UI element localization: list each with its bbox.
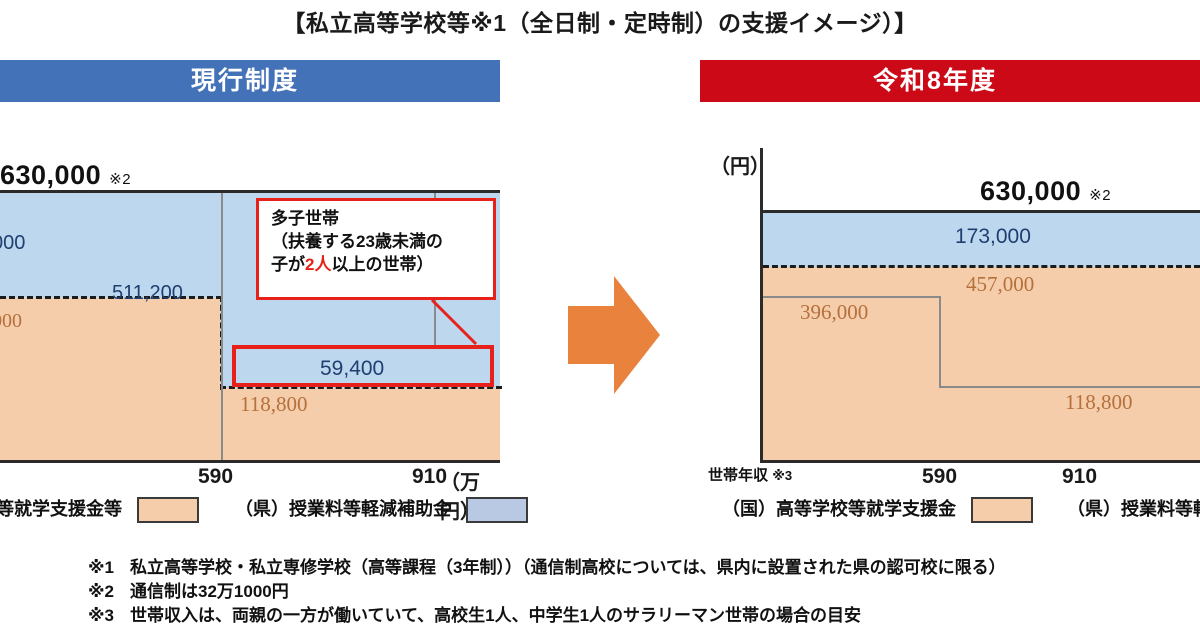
- legend-right-national-swatch: [971, 497, 1034, 524]
- left-blue-clipped-value: 000: [0, 232, 26, 254]
- legend-left: 等就学支援金等 （県）授業料等軽減補助金: [0, 495, 538, 524]
- legend-right-pref-label: （県）授業料等軽減: [1067, 499, 1200, 519]
- right-tick-590: 590: [922, 465, 958, 488]
- callout-line-3b: 以上の世帯）: [331, 254, 434, 274]
- right-step-top: [763, 296, 941, 298]
- right-y-unit: （円）: [710, 156, 770, 178]
- right-y-axis: [760, 148, 763, 460]
- right-x-axis-label: 世帯年収 ※3: [708, 467, 793, 484]
- right-step-vertical: [939, 296, 941, 388]
- callout-highlight: 2人: [305, 254, 332, 274]
- footnote-3-text: 世帯収入は、両親の一方が働いていて、高校生1人、中学生1人のサラリーマン世帯の場…: [130, 606, 862, 626]
- legend-right-national-label: （国）高等学校等就学支援金: [722, 499, 956, 519]
- right-orange-right-value: 118,800: [1065, 390, 1133, 414]
- panel-header-reiwa8: 令和8年度: [700, 60, 1200, 102]
- left-tick-590: 590: [198, 465, 234, 488]
- chart-reiwa8: （円） 630,000 ※2 173,000 457,000 396,000 1…: [700, 148, 1200, 488]
- footnote-3: ※3 世帯収入は、両親の一方が働いていて、高校生1人、中学生1人のサラリーマン世帯…: [88, 604, 1188, 628]
- footnote-3-mark: ※3: [88, 606, 114, 626]
- right-orange-upper-value: 457,000: [966, 272, 1035, 296]
- left-boundary-dash-2: [220, 386, 502, 389]
- callout-line-3a: 子が: [271, 254, 305, 274]
- legend-left-national-label: 等就学支援金等: [0, 499, 122, 519]
- left-highlight-box: 59,400: [232, 345, 494, 387]
- right-x-axis: [760, 460, 1200, 463]
- left-orange-clipped-value: 000: [0, 310, 22, 332]
- right-top-border: [760, 210, 1200, 213]
- right-step-bottom: [939, 386, 1200, 388]
- footnote-2: ※2 通信制は32万1000円: [88, 580, 1188, 604]
- left-blue-highlight-value: 59,400: [320, 357, 385, 380]
- footnote-1: ※1 私立高等学校・私立専修学校（高等課程（3年制））（通信制高校については、県内…: [88, 556, 1188, 580]
- callout-line-2: （扶養する23歳未満の: [271, 231, 443, 251]
- right-orange-step-value: 396,000: [800, 300, 869, 324]
- legend-left-pref-label: （県）授業料等軽減補助金: [235, 499, 452, 519]
- left-x-axis: [0, 460, 500, 463]
- left-boundary-dash-1: [0, 296, 222, 299]
- left-orange-seg-1: [0, 298, 220, 460]
- legend-left-pref-swatch: [466, 497, 529, 524]
- right-total-label: 630,000 ※2: [980, 176, 1112, 206]
- footnote-1-text: 私立高等学校・私立専修学校（高等課程（3年制））（通信制高校については、県内に設…: [130, 558, 1006, 577]
- callout-line-1: 多子世帯: [271, 209, 339, 228]
- transition-arrow-icon: [568, 276, 660, 394]
- panel-header-current: 現行制度: [0, 60, 500, 102]
- left-tick-910: 910: [412, 465, 448, 488]
- left-orange-right-value: 118,800: [240, 392, 308, 416]
- left-orange-seg-2: [220, 388, 500, 460]
- footnotes: ※1 私立高等学校・私立専修学校（高等課程（3年制））（通信制高校については、県内…: [88, 556, 1188, 628]
- legend-right: （国）高等学校等就学支援金 （県）授業料等軽減: [722, 495, 1200, 524]
- left-divider-590: [221, 193, 223, 460]
- right-blue-band: [763, 213, 1200, 267]
- legend-left-national-swatch: [137, 497, 200, 524]
- page-title: 【私立高等学校等※1（全日制・定時制）の支援イメージ）】: [282, 10, 918, 36]
- left-blue-mid-value: 511,200: [112, 282, 183, 304]
- right-blue-value: 173,000: [955, 225, 1031, 248]
- left-top-border: [0, 190, 500, 193]
- left-total-label: 630,000 ※2: [0, 160, 132, 190]
- right-tick-910: 910: [1062, 465, 1098, 488]
- multi-child-callout: 多子世帯 （扶養する23歳未満の 子が2人以上の世帯）: [256, 198, 496, 300]
- footnote-2-mark: ※2: [88, 582, 114, 602]
- right-orange-seg-2: [938, 267, 1200, 460]
- footnote-2-text: 通信制は32万1000円: [130, 582, 289, 602]
- callout-line-3: 子が2人以上の世帯）: [271, 254, 493, 277]
- right-orange-seg-1: [763, 267, 938, 460]
- footnote-1-mark: ※1: [88, 558, 114, 577]
- left-blue-seg-1: [0, 193, 220, 298]
- right-boundary-dash: [763, 265, 1200, 268]
